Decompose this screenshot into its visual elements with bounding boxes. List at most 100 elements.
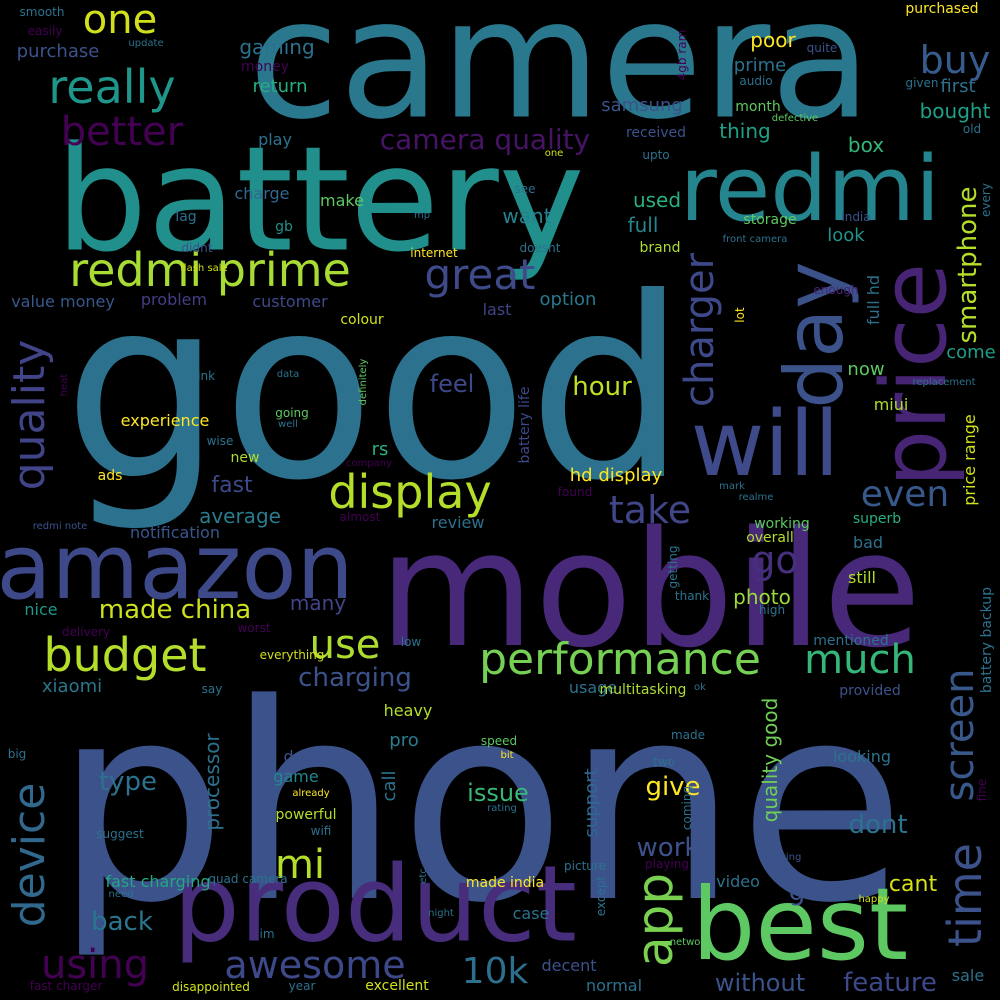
word-delivery: say: [201, 682, 223, 696]
word-excellent: year: [288, 979, 316, 993]
word-made-india: made india: [465, 875, 545, 891]
word-made-china: made china: [98, 595, 252, 625]
word-full: full: [627, 213, 659, 237]
word-fast-charger: disappointed: [172, 980, 250, 994]
word-notification: notification: [130, 523, 220, 542]
word-front-camera: india: [841, 210, 871, 224]
word-need: quad camera: [208, 872, 288, 886]
word-device: device: [4, 782, 55, 928]
word-4gb-ram: audio: [739, 74, 773, 88]
word-many: many: [289, 591, 347, 615]
word-much: much: [804, 637, 916, 683]
word-rating: bit: [500, 750, 514, 761]
word-picture: playing: [645, 857, 689, 871]
word-available: purchased: [905, 1, 979, 17]
word-money: update: [128, 38, 164, 49]
word-suggest: need: [108, 889, 134, 900]
word-time: time: [938, 843, 992, 947]
word-charging: charging: [298, 663, 412, 693]
word-still: still: [848, 568, 876, 587]
word-miui: miui: [873, 395, 909, 414]
word-battery-life: battery life: [517, 386, 533, 464]
word-wise: wise: [206, 434, 234, 448]
word-issue: issue: [467, 779, 529, 807]
word-customer: customer: [252, 292, 328, 311]
word-problem: problem: [140, 290, 208, 309]
word-realme: mark: [719, 481, 745, 492]
word-defective: one: [544, 148, 564, 159]
word-call: call: [379, 770, 400, 802]
word-purchased: money: [241, 59, 289, 75]
word-network: happy: [858, 894, 890, 905]
word-ok: provided: [839, 683, 901, 699]
word-camera: camera: [248, 0, 872, 156]
word-multitasking: ok: [694, 682, 706, 693]
word-hour: hour: [572, 372, 632, 402]
word-bit: speed: [480, 734, 518, 748]
word-think: heat: [59, 373, 70, 397]
word-redmi: redmi: [679, 137, 941, 242]
word-charge: charge: [234, 184, 290, 203]
word-replacement: lot: [733, 307, 747, 323]
word-working: working: [754, 516, 810, 532]
word-used: used: [632, 188, 682, 212]
word-cant: cant: [888, 872, 938, 897]
word-speed: two: [653, 755, 675, 769]
word-back: back: [91, 907, 153, 937]
word-doesnt: doesnt: [519, 241, 561, 255]
word-storage: storage: [743, 212, 797, 228]
word-gb: gb: [275, 219, 293, 235]
word-take: take: [608, 488, 692, 532]
word-really: really: [48, 60, 176, 114]
word-audio: defective: [771, 113, 819, 124]
word-data: think: [184, 369, 216, 383]
word-nice: nice: [24, 600, 58, 619]
word-except: network: [669, 937, 711, 948]
word-going: well: [278, 419, 298, 430]
word-feel: feel: [429, 370, 475, 398]
word-price-range: price range: [960, 414, 979, 506]
word-superb: superb: [852, 511, 902, 527]
word-received: received: [625, 125, 687, 141]
word-samsung: samsung: [601, 95, 683, 116]
word-go: go: [751, 538, 799, 582]
word-play: play: [258, 130, 292, 149]
word-photo: photo: [733, 585, 791, 609]
word-brand: brand: [639, 240, 681, 256]
word-say: low: [400, 635, 422, 649]
word-colour: colour: [340, 312, 384, 328]
word-camera-quality: camera quality: [379, 123, 591, 156]
word-happy: picture: [564, 859, 606, 873]
word-first: first: [940, 76, 976, 97]
word-mi: mi: [274, 842, 326, 888]
word-worst: delivery: [61, 625, 111, 639]
word-feature: feature: [843, 968, 937, 998]
word-buy: buy: [919, 38, 991, 82]
word-heat: going: [275, 406, 309, 420]
word-processor: processor: [200, 733, 224, 831]
word-usage: usage: [568, 678, 618, 697]
word-without: without: [714, 969, 806, 997]
word-decent: decent: [541, 956, 597, 975]
word-phone: phone: [54, 647, 906, 963]
word-wifi: big: [7, 747, 27, 761]
word-even: even: [860, 474, 950, 515]
word-poor: poor: [750, 28, 796, 52]
word-screen: screen: [937, 668, 983, 802]
word-disappointed: excellent: [365, 978, 429, 994]
word-redmi-prime: redmi prime: [69, 243, 351, 297]
word-two: made: [670, 728, 706, 742]
word-quality: quality: [4, 339, 55, 491]
word-smartphone: smartphone: [953, 186, 983, 344]
word-charger: charger: [677, 252, 723, 408]
word-average: average: [199, 504, 281, 528]
word-india: every: [979, 183, 993, 217]
word-lag: lag: [175, 209, 197, 225]
word-support: support: [581, 768, 602, 838]
word-want: want: [502, 204, 552, 228]
word-playing: amazing: [758, 852, 802, 863]
word-review: review: [431, 513, 485, 532]
word-game: game: [273, 767, 319, 786]
word-give: give: [645, 772, 701, 802]
word-upto: upto: [642, 148, 670, 162]
